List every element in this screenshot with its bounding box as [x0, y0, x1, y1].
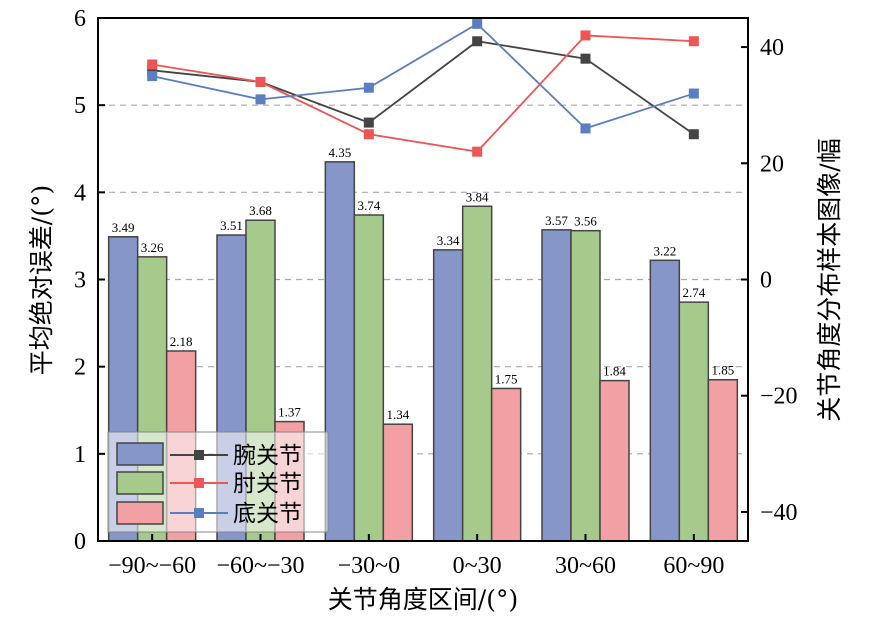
legend-marker-elbow [194, 478, 204, 488]
bar-value-label: 1.85 [711, 363, 734, 378]
legend-label-base: 底关节 [233, 501, 302, 527]
x-tick-label: −90~−60 [108, 553, 196, 579]
legend-marker-wrist [194, 450, 204, 460]
series-point [363, 82, 374, 93]
legend-label-elbow: 肘关节 [233, 471, 302, 497]
series-line [152, 40, 695, 135]
legend-item-elbow: 肘关节 [116, 471, 302, 497]
series-line [152, 34, 694, 153]
bar-value-label: 3.74 [357, 198, 380, 213]
y-right-tick-label: −20 [760, 384, 798, 410]
bar [678, 301, 710, 542]
y-left-tick-label: 6 [74, 6, 86, 32]
bar [382, 423, 414, 542]
legend-marker-base [194, 508, 204, 518]
y-left-tick-label: 2 [74, 355, 86, 381]
x-axis-label: 关节角度区间/(°) [328, 585, 518, 614]
bar-value-label: 1.84 [603, 364, 626, 379]
bar [599, 379, 630, 542]
series-point [255, 94, 266, 105]
x-tick-label: 30~60 [555, 553, 616, 579]
bar-value-label: 3.57 [545, 213, 568, 228]
bar [461, 205, 493, 542]
series-point [363, 117, 374, 128]
legend-bar-swatch-wrist [116, 442, 164, 466]
bar [649, 259, 681, 542]
series-point [363, 129, 374, 140]
y-left-tick-label: 0 [74, 529, 86, 555]
y-axis-label-right: 关节角度分布样本图像/幅 [815, 138, 844, 421]
bar [707, 378, 739, 542]
bar [324, 161, 356, 542]
bar-value-label: 2.74 [682, 285, 705, 300]
x-tick-label: 0~30 [453, 553, 502, 579]
bar-value-labels: 3.49 3.51 4.35 3.34 3.57 3.22 3.26 3.68 3.74 3.84… [112, 145, 734, 422]
bar [570, 229, 601, 542]
y-left-tick-label: 4 [74, 180, 86, 206]
bar [432, 249, 464, 542]
bar-value-label: 3.68 [249, 203, 272, 218]
bar-value-label: 3.51 [220, 218, 243, 233]
y-right-tick-label: 40 [760, 35, 784, 61]
y-axis-label-left: 平均绝对误差/(°) [27, 185, 56, 375]
legend: 腕关节 肘关节 底关节 [107, 431, 329, 533]
bar-value-label: 3.26 [141, 240, 164, 255]
bar-value-label: 1.37 [278, 405, 301, 420]
y-left-tick-label: 3 [74, 268, 86, 294]
x-tick-label: 60~90 [663, 553, 724, 579]
bar [353, 214, 385, 542]
legend-bar-swatch-base [116, 501, 164, 525]
series-point [147, 65, 158, 76]
series-point [688, 129, 699, 140]
series-line [151, 22, 695, 130]
y-left-tick-label: 5 [74, 93, 86, 119]
bar-value-label: 3.84 [466, 189, 489, 204]
y-right-tick-label: 20 [760, 151, 784, 177]
gridlines [98, 104, 748, 455]
legend-label-wrist: 腕关节 [233, 443, 302, 469]
legend-bar-swatch-elbow [116, 471, 164, 495]
series-point [147, 59, 158, 70]
bar-value-label: 4.35 [328, 145, 351, 160]
legend-item-wrist: 腕关节 [116, 442, 302, 469]
y-right-tick-label: 0 [760, 268, 772, 294]
series-point [147, 71, 158, 82]
bar-value-label: 3.49 [112, 220, 135, 235]
bar [490, 387, 522, 542]
line-series [147, 18, 699, 157]
bar-value-label: 1.75 [495, 371, 518, 386]
y-right-tick-label: −40 [760, 500, 798, 526]
series-point [472, 36, 483, 47]
series-point [580, 53, 591, 64]
series-point [472, 18, 483, 29]
series-point [688, 88, 699, 99]
bar-value-label: 3.34 [437, 233, 460, 248]
series-point [580, 123, 591, 134]
x-tick-label: −30~0 [338, 553, 401, 579]
series-point [688, 36, 699, 47]
series-point [580, 30, 591, 41]
legend-item-base: 底关节 [116, 501, 302, 527]
axis-ticks: 0 1 2 3 4 5 6 −40 −20 0 20 40 −90~−60 −60~−30 −30~0 0~3… [74, 6, 798, 579]
y-left-tick-label: 1 [74, 442, 86, 468]
bar-value-label: 3.22 [653, 243, 676, 258]
bar [541, 229, 572, 542]
bar-value-label: 1.34 [386, 407, 409, 422]
bar-value-label: 2.18 [170, 334, 193, 349]
series-point [255, 76, 266, 87]
series-point [472, 146, 483, 157]
x-tick-label: −60~−30 [216, 553, 304, 579]
bar-value-label: 3.56 [574, 214, 597, 229]
